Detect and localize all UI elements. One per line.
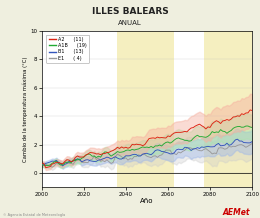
Y-axis label: Cambio de la temperatura máxima (°C): Cambio de la temperatura máxima (°C) [22,56,28,162]
Bar [118,31,174,187]
Text: ANUAL: ANUAL [118,20,142,26]
Text: ILLES BALEARS: ILLES BALEARS [92,7,168,15]
Bar [204,31,252,187]
Text: © Agencia Estatal de Meteorología: © Agencia Estatal de Meteorología [3,213,65,217]
X-axis label: Año: Año [140,198,154,204]
Legend: A2      (11), A1B      (19), B1      (13), E1      ( 4): A2 (11), A1B (19), B1 (13), E1 ( 4) [46,34,89,63]
Text: AEMet: AEMet [222,208,250,217]
